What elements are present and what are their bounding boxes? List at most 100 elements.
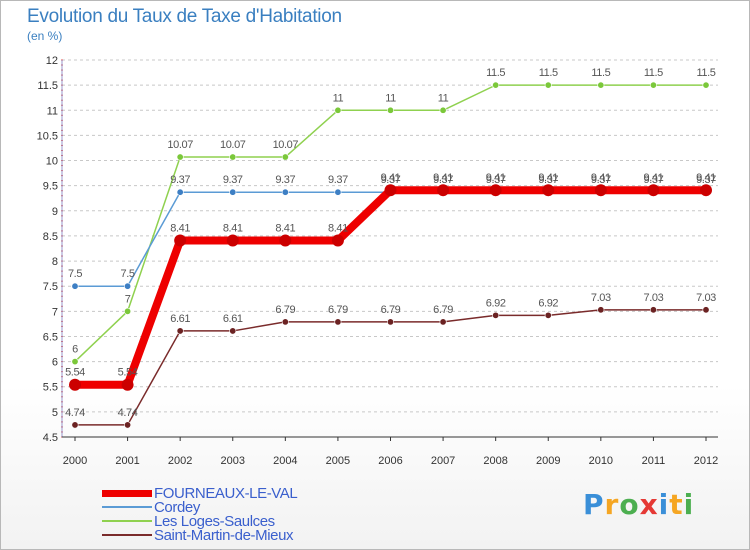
data-label: 6.92 xyxy=(538,297,558,309)
data-label: 11 xyxy=(333,92,344,104)
x-tick-label: 2001 xyxy=(115,455,139,467)
data-label: 6.61 xyxy=(170,313,190,325)
x-tick-label: 2009 xyxy=(536,455,560,467)
legend-swatch-saint-martin xyxy=(102,534,152,536)
data-label: 11 xyxy=(438,92,449,104)
legend-swatch-loges-saulces xyxy=(102,520,152,522)
data-point xyxy=(176,188,184,196)
data-label: 11.5 xyxy=(539,67,558,79)
data-point xyxy=(700,184,712,197)
data-point xyxy=(176,153,184,161)
y-tick-label: 10.5 xyxy=(37,130,58,142)
y-tick-label: 11.5 xyxy=(37,80,58,92)
data-label: 9.41 xyxy=(591,172,611,184)
data-label: 8.41 xyxy=(223,222,243,234)
data-label: 9.37 xyxy=(170,174,190,186)
logo-letter: i xyxy=(683,488,695,521)
data-label: 9.41 xyxy=(381,172,401,184)
data-label: 6 xyxy=(72,344,78,356)
x-tick-label: 2000 xyxy=(63,455,87,467)
data-point xyxy=(649,81,657,89)
data-label: 9.41 xyxy=(644,172,664,184)
data-label: 7.5 xyxy=(68,268,82,280)
data-point xyxy=(124,421,132,429)
data-point xyxy=(544,81,552,89)
series-line xyxy=(75,309,706,426)
legend-item-cordey: Cordey xyxy=(102,499,362,516)
legend-swatch-fourneaux xyxy=(102,490,152,497)
data-label: 8.41 xyxy=(275,222,295,234)
data-label: 7.5 xyxy=(121,268,135,280)
data-point xyxy=(386,106,394,114)
data-point xyxy=(331,234,344,247)
logo-letter: o xyxy=(619,488,640,521)
data-label: 11 xyxy=(385,92,396,104)
data-label: 11.5 xyxy=(697,67,716,79)
x-tick-label: 2003 xyxy=(221,455,245,467)
data-label: 9.37 xyxy=(328,174,348,186)
data-point xyxy=(334,318,342,326)
y-tick-label: 5 xyxy=(52,407,58,419)
data-point xyxy=(437,184,450,197)
data-label: 9.37 xyxy=(644,174,664,186)
logo-letter: t xyxy=(669,488,684,521)
data-point xyxy=(702,81,710,89)
data-label: 10.07 xyxy=(167,139,193,151)
data-point xyxy=(439,106,447,114)
y-tick-label: 8.5 xyxy=(43,231,58,243)
data-label: 9.37 xyxy=(486,174,506,186)
logo-letter: i xyxy=(658,488,670,521)
x-tick-label: 2004 xyxy=(273,455,297,467)
data-point xyxy=(124,307,132,315)
x-tick-label: 2005 xyxy=(326,455,350,467)
y-tick-label: 10 xyxy=(46,156,58,168)
data-label: 9.41 xyxy=(538,172,558,184)
y-tick-label: 4.5 xyxy=(43,432,58,444)
data-label: 9.37 xyxy=(433,174,453,186)
data-point xyxy=(489,184,502,197)
data-point xyxy=(542,184,555,197)
data-label: 6.79 xyxy=(381,304,401,316)
data-point xyxy=(702,306,710,314)
data-point xyxy=(647,184,660,197)
legend-label-cordey: Cordey xyxy=(154,499,200,516)
x-tick-label: 2011 xyxy=(642,455,666,467)
x-tick-label: 2008 xyxy=(483,455,507,467)
data-point xyxy=(439,318,447,326)
series-line xyxy=(75,186,706,389)
data-point xyxy=(594,184,607,197)
data-point xyxy=(229,188,237,196)
y-tick-label: 9 xyxy=(52,206,58,218)
data-point xyxy=(492,81,500,89)
y-tick-label: 6.5 xyxy=(43,331,58,343)
data-label: 9.41 xyxy=(696,172,716,184)
data-label: 7.03 xyxy=(644,292,664,304)
data-label: 7.03 xyxy=(591,292,611,304)
data-label: 6.61 xyxy=(223,313,243,325)
legend-label-fourneaux: FOURNEAUX-LE-VAL xyxy=(154,485,298,502)
legend-item-fourneaux: FOURNEAUX-LE-VAL xyxy=(102,485,362,502)
data-point xyxy=(229,153,237,161)
data-point xyxy=(176,327,184,335)
data-point xyxy=(597,306,605,314)
legend-label-loges-saulces: Les Loges-Saulces xyxy=(154,513,275,530)
data-label: 10.07 xyxy=(273,139,299,151)
data-label: 6.92 xyxy=(486,297,506,309)
data-label: 9.37 xyxy=(696,174,716,186)
x-tick-label: 2006 xyxy=(378,455,402,467)
data-point xyxy=(492,311,500,319)
data-point xyxy=(334,188,342,196)
data-label: 8.41 xyxy=(328,222,348,234)
logo-letter: x xyxy=(639,488,659,521)
data-point xyxy=(71,421,79,429)
legend-label-saint-martin: Saint-Martin-de-Mieux xyxy=(154,527,294,544)
data-label: 6.79 xyxy=(433,304,453,316)
data-label: 8.41 xyxy=(170,222,190,234)
legend-swatch-cordey xyxy=(102,506,152,508)
data-point xyxy=(226,234,239,247)
data-point xyxy=(71,282,79,290)
y-tick-label: 9.5 xyxy=(43,181,58,193)
y-tick-label: 6 xyxy=(52,357,58,369)
data-label: 9.37 xyxy=(275,174,295,186)
data-label: 9.37 xyxy=(223,174,243,186)
